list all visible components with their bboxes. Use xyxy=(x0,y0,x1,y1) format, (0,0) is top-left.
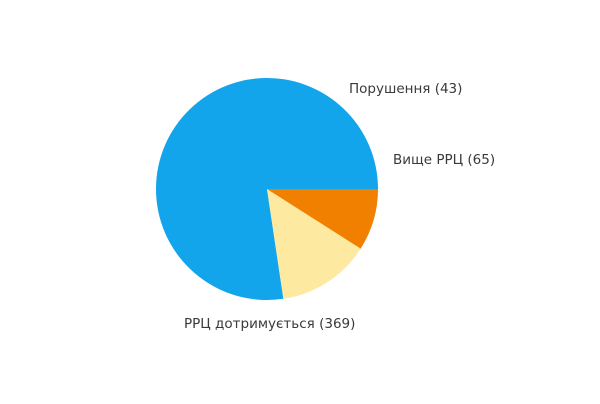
pie-slice-above xyxy=(267,189,361,299)
slice-label-above: Вище РРЦ (65) xyxy=(393,152,496,168)
slice-label-violation: Порушення (43) xyxy=(349,81,463,97)
pie-slice-compliant xyxy=(156,77,378,300)
slice-label-compliant: РРЦ дотримується (369) xyxy=(184,316,356,332)
pie-slice-violation xyxy=(267,189,378,249)
